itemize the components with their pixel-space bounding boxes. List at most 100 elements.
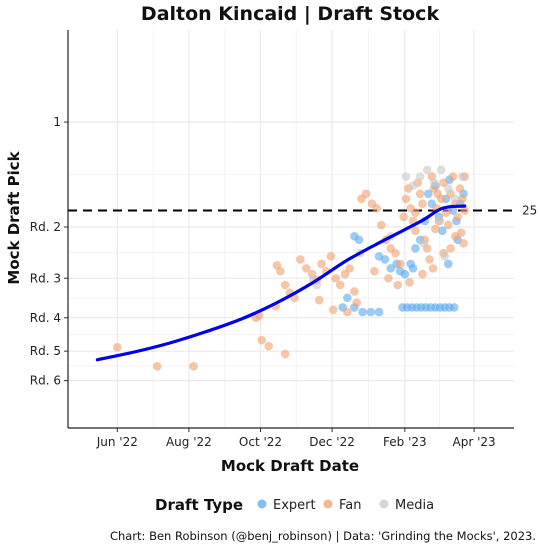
data-point-fan [415,189,425,199]
legend-key-media [379,499,389,509]
data-point-fan [446,244,455,253]
data-point-expert [449,303,459,312]
data-point-media [443,184,453,193]
data-point-expert [343,293,352,303]
data-point-fan [326,252,336,261]
y-axis-title: Mock Draft Pick [5,150,23,284]
x-tick-label: Aug '22 [166,435,212,449]
data-point-fan [296,255,305,264]
y-tick-label: Rd. 5 [30,344,61,358]
data-point-media [408,181,418,190]
reference-line-label: 25 [522,204,537,218]
data-point-media [415,172,425,181]
legend-label-media: Media [395,498,434,513]
data-point-fan [276,266,285,276]
data-point-fan [460,206,470,215]
data-point-expert [411,244,420,253]
grid [68,30,514,428]
y-tick-label: Rd. 2 [30,220,61,234]
data-point-media [458,172,467,181]
data-point-expert [408,264,418,273]
y-tick-label: Rd. 6 [30,374,61,388]
legend-key-expert [257,499,267,509]
legend-key-fan [323,499,333,509]
data-point-fan [372,203,381,213]
data-point-media [440,252,450,261]
y-tick-label: 1 [53,115,61,129]
data-point-fan [377,220,386,230]
data-point-fan [411,208,420,218]
scatter-points [112,165,470,371]
data-point-fan [418,199,427,208]
data-point-fan [443,220,453,230]
data-point-media [436,165,446,175]
data-point-media [401,172,411,181]
data-point-fan [345,264,354,273]
data-point-fan [264,341,274,351]
data-point-expert [443,259,453,269]
x-tick-label: Jun '22 [96,435,138,449]
chart-caption: Chart: Ben Robinson (@benj_robinson) | D… [110,529,536,543]
data-point-fan [280,349,290,359]
data-point-expert [438,226,447,236]
y-tick-label: Rd. 3 [30,271,61,285]
data-point-fan [431,224,440,234]
data-point-expert [366,307,376,317]
data-point-fan [433,189,443,199]
data-point-expert [374,307,384,317]
data-point-fan [343,307,352,317]
data-point-fan [331,273,340,283]
data-point-media [435,216,445,226]
legend-label-expert: Expert [273,498,316,513]
y-tick-label: Rd. 4 [30,311,61,325]
data-point-fan [453,212,462,222]
x-axis-title: Mock Draft Date [221,457,359,475]
data-point-fan [370,266,379,276]
x-tick-label: Feb '23 [383,435,427,449]
data-point-expert [395,266,405,276]
data-point-fan [425,255,434,264]
data-point-media [451,194,460,204]
data-point-fan [405,278,414,287]
data-point-expert [358,307,367,317]
data-point-fan [317,259,326,269]
data-point-expert [354,235,364,245]
data-point-fan [439,178,448,187]
data-point-fan [350,287,359,296]
data-point-fan [395,259,405,269]
data-point-fan [314,295,324,305]
data-point-fan [301,264,311,273]
data-point-media [419,238,428,248]
data-point-fan [328,305,338,315]
axes: Jun '22 Aug '22 Oct '22 Dec '22 Feb '23 Apr '… [30,30,514,449]
data-point-fan [384,273,393,283]
x-tick-label: Apr '23 [453,435,496,449]
data-point-expert [386,264,396,273]
data-point-fan [401,194,411,204]
data-point-fan [451,231,460,241]
data-point-fan [455,184,465,193]
data-point-fan [411,226,420,236]
data-point-fan [441,208,451,218]
data-point-fan [428,264,438,273]
data-point-fan [448,172,458,181]
data-point-fan [418,269,427,279]
x-tick-label: Oct '22 [239,435,282,449]
data-point-fan [112,342,122,352]
data-point-fan [393,280,403,290]
data-point-expert [424,189,433,199]
trend-line [95,204,467,362]
data-point-fan [458,194,467,204]
data-point-media [429,178,439,187]
legend-title: Draft Type [155,496,243,514]
reference-line-group: 25 [68,204,537,218]
data-point-fan [280,280,290,290]
data-point-expert [380,255,390,264]
legend-label-fan: Fan [339,498,362,513]
trend-line-group [95,204,467,362]
data-point-fan [189,361,198,371]
data-point-fan [340,269,350,279]
data-point-fan [459,238,468,248]
data-point-fan [399,212,408,222]
